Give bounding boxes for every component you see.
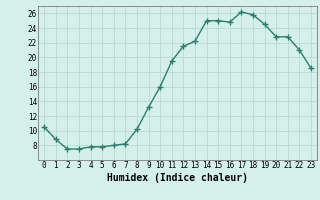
X-axis label: Humidex (Indice chaleur): Humidex (Indice chaleur) bbox=[107, 173, 248, 183]
